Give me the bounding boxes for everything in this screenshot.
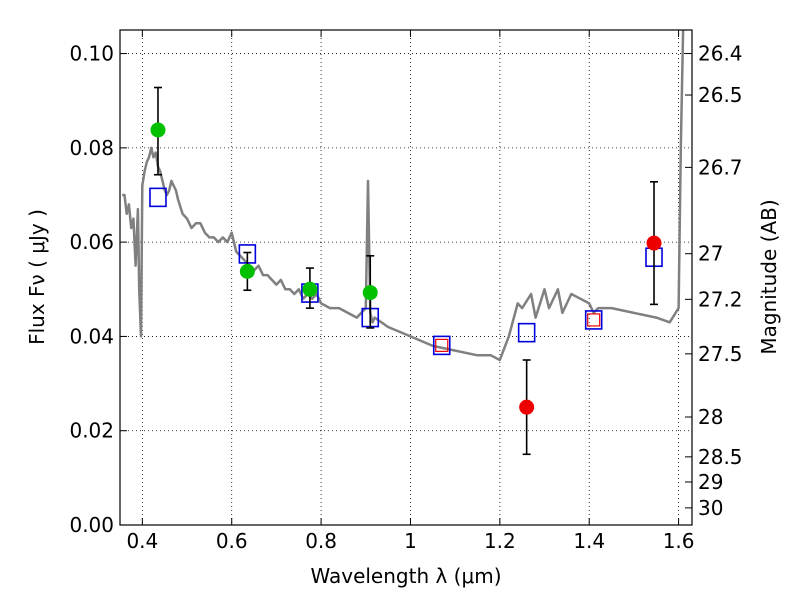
grid-layer (120, 30, 692, 526)
observed-flux-point (239, 263, 255, 279)
x-tick-label: 0.6 (216, 529, 248, 553)
x-axis-label: Wavelength λ (μm) (310, 564, 501, 588)
model-spectrum-layer (122, 29, 685, 362)
y-tick-label: 0.06 (69, 230, 114, 254)
mag-tick-label: 27.5 (698, 342, 743, 366)
mag-tick-label: 27.2 (698, 287, 743, 311)
mag-tick-label: 27 (698, 242, 723, 266)
tick-layer: 0.4 0.6 0.8 1 1.2 1.4 1.6 0.00 0.02 0.04 0.06 0.08 0… (69, 30, 743, 553)
model-flux-square (584, 310, 603, 330)
x-tick-label: 1.4 (573, 529, 605, 553)
marker-layer (149, 86, 663, 456)
y-axis-label: Flux Fν ( μJy ) (25, 209, 49, 345)
observed-flux-point (150, 122, 166, 138)
y2-axis-label: Magnitude (AB) (757, 199, 781, 354)
mag-tick-label: 29 (698, 470, 723, 494)
upper-limit-square (587, 313, 601, 327)
model-spectrum-line (122, 29, 685, 362)
model-flux-square (432, 335, 451, 356)
plot-frame (119, 29, 693, 526)
y-tick-label: 0.02 (69, 419, 114, 443)
model-flux-square (149, 187, 167, 208)
x-tick-label: 1.6 (663, 529, 695, 553)
mag-tick-label: 26.4 (698, 42, 743, 66)
x-tick-label: 1 (404, 529, 417, 553)
x-tick-label: 1.2 (484, 529, 516, 553)
y-tick-label: 0.04 (69, 324, 114, 348)
upper-limit-square (435, 338, 449, 352)
mag-tick-label: 26.5 (698, 83, 743, 107)
y-tick-label: 0.00 (69, 513, 114, 537)
x-tick-label: 0.4 (126, 529, 158, 553)
mag-tick-label: 30 (698, 496, 723, 520)
mag-tick-label: 28.5 (698, 445, 743, 469)
observed-flux-point (362, 285, 378, 301)
model-flux-square (517, 322, 536, 343)
mag-tick-label: 28 (698, 405, 723, 429)
x-tick-label: 0.8 (305, 529, 337, 553)
observed-flux-point (519, 399, 535, 415)
mag-tick-label: 26.7 (698, 155, 743, 179)
y-tick-label: 0.08 (69, 136, 114, 160)
observed-flux-point (646, 235, 662, 251)
y-tick-label: 0.10 (69, 42, 114, 66)
observed-flux-point (302, 281, 318, 297)
